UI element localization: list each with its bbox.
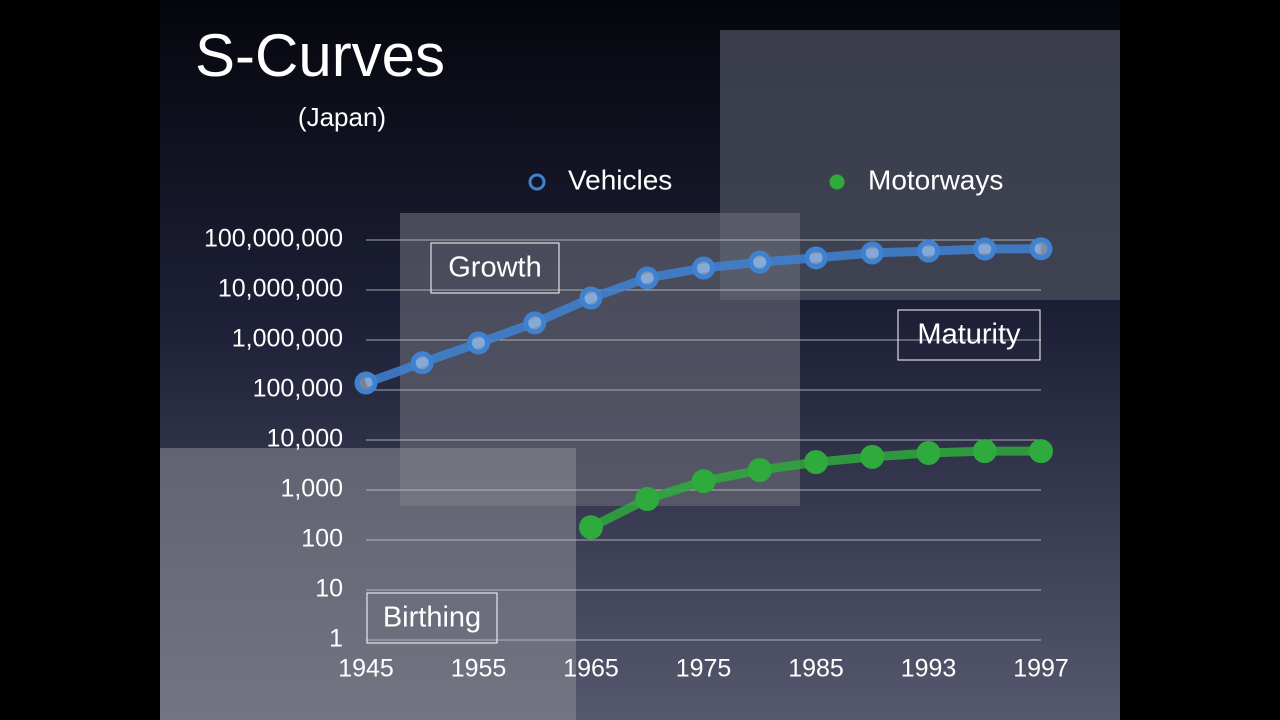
- x-tick-label: 1975: [676, 655, 732, 683]
- legend-marker: [528, 173, 546, 191]
- point-marker: [523, 311, 547, 335]
- x-tick-label: 1965: [563, 655, 619, 683]
- point-marker: [972, 439, 997, 464]
- annotation-box: [897, 309, 1041, 361]
- chart-subtitle: (Japan): [298, 102, 386, 132]
- annotation: Maturity: [917, 319, 1021, 351]
- y-tick-label: 100: [301, 525, 343, 553]
- y-tick-label: 10,000: [267, 425, 343, 453]
- y-tick-label: 1,000: [280, 475, 343, 503]
- point-marker: [692, 256, 715, 280]
- annotation: Growth: [448, 252, 541, 284]
- y-tick-label: 1: [329, 625, 343, 653]
- legend-label: Vehicles: [568, 164, 672, 195]
- point-marker: [747, 458, 772, 483]
- y-tick-label: 10,000,000: [218, 275, 343, 303]
- point-marker: [748, 250, 772, 274]
- point-marker: [917, 239, 940, 263]
- point-marker: [916, 440, 941, 465]
- point-marker: [1029, 439, 1053, 464]
- point-marker: [1029, 237, 1053, 261]
- y-tick-label: 100,000: [253, 375, 343, 403]
- point-marker: [579, 286, 603, 310]
- point-marker: [635, 487, 660, 512]
- y-tick-label: 100,000,000: [204, 225, 343, 253]
- point-marker: [804, 450, 828, 475]
- point-marker: [804, 246, 828, 270]
- point-marker: [860, 444, 885, 469]
- point-marker: [691, 469, 716, 494]
- point-marker: [973, 237, 997, 261]
- point-marker: [410, 351, 434, 375]
- photo-car: [160, 448, 576, 720]
- point-marker: [354, 371, 378, 395]
- legend-label: Motorways: [868, 164, 1003, 195]
- legend-marker: [829, 174, 845, 190]
- point-marker: [579, 515, 603, 540]
- annotation-box: [366, 592, 498, 644]
- chart-title: S-Curves: [195, 22, 445, 89]
- y-tick-label: 10: [315, 575, 343, 603]
- x-tick-label: 1945: [338, 655, 394, 683]
- point-marker: [467, 331, 490, 355]
- point-marker: [635, 266, 659, 290]
- x-tick-label: 1955: [451, 655, 507, 683]
- annotation: Birthing: [383, 602, 481, 634]
- x-tick-label: 1985: [788, 655, 844, 683]
- point-marker: [860, 241, 884, 265]
- x-tick-label: 1997: [1013, 655, 1069, 683]
- x-tick-label: 1993: [901, 655, 957, 683]
- y-tick-label: 1,000,000: [232, 325, 343, 353]
- annotation-box: [430, 242, 560, 294]
